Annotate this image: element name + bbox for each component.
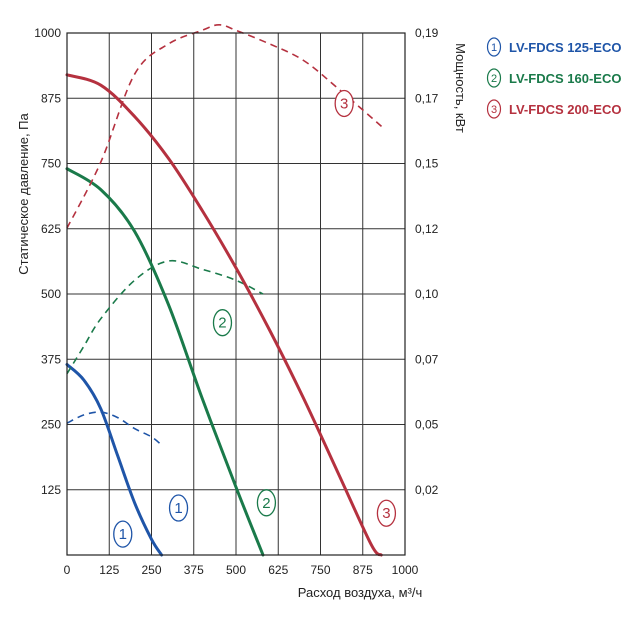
curve-marker-label: 3: [382, 505, 390, 522]
x-tick-label: 250: [141, 563, 161, 577]
y-axis-title: Статическое давление, Па: [16, 113, 31, 275]
y2-tick-label: 0,07: [415, 352, 439, 366]
legend-label: LV-FDCS 160-ECO: [509, 71, 621, 86]
curve-marker-label: 2: [262, 495, 270, 512]
y2-tick-label: 0,19: [415, 26, 439, 40]
curve-marker-circle: [376, 499, 397, 527]
x-tick-label: 125: [99, 563, 119, 577]
curve-marker-circle: [256, 489, 277, 517]
x-tick-label: 375: [184, 563, 204, 577]
curve-marker-label: 3: [340, 95, 348, 112]
plot-frame: [66, 32, 406, 556]
y2-tick-label: 0,17: [415, 91, 439, 105]
legend-marker-circle: [486, 37, 502, 57]
y-tick-label: 875: [41, 91, 61, 105]
curve-markers: 1 1 2 2 3 3: [113, 89, 397, 548]
x-axis-ticks: 0 125 250 375 500 625 750 875 1000: [64, 563, 419, 577]
y2-tick-label: 0,10: [415, 287, 439, 301]
curve-marker-circle: [212, 309, 233, 337]
x-tick-label: 500: [226, 563, 246, 577]
x-tick-label: 875: [353, 563, 373, 577]
y-axis-ticks: 125 250 375 500 625 750 875 1000: [34, 26, 61, 497]
curve-marker-label: 1: [174, 500, 182, 517]
y-tick-label: 625: [41, 222, 61, 236]
legend-marker-circle: [486, 68, 502, 88]
x-tick-label: 625: [268, 563, 288, 577]
legend-marker-label: 3: [491, 104, 497, 116]
x-tick-label: 1000: [392, 563, 419, 577]
curves: [65, 23, 386, 557]
y-tick-label: 750: [41, 157, 61, 171]
legend-marker-label: 1: [491, 42, 497, 54]
legend-marker-circle: [486, 99, 502, 119]
pressure-curve-1: [65, 363, 164, 557]
y2-tick-label: 0,02: [415, 483, 439, 497]
pressure-curve-3: [65, 73, 383, 557]
legend-marker-label: 2: [491, 73, 497, 85]
y2-axis-title: Мощность, кВт: [453, 43, 468, 133]
pressure-curve-2: [65, 167, 265, 557]
y-tick-label: 500: [41, 287, 61, 301]
legend-label: LV-FDCS 125-ECO: [509, 40, 621, 55]
power-curve-3: [66, 23, 386, 229]
power-curve-1: [66, 411, 163, 446]
y-tick-label: 375: [41, 352, 61, 366]
y2-tick-label: 0,15: [415, 157, 439, 171]
curve-marker-circle: [334, 89, 354, 118]
y-tick-label: 125: [41, 483, 61, 497]
curve-marker-label: 2: [218, 315, 226, 332]
grid: [67, 33, 405, 555]
curve-marker-label: 1: [119, 526, 127, 543]
x-tick-label: 750: [310, 563, 330, 577]
x-tick-label: 0: [64, 563, 71, 577]
x-axis-title: Расход воздуха, м³/ч: [298, 585, 423, 600]
curve-marker-circle: [113, 520, 133, 548]
legend-label: LV-FDCS 200-ECO: [509, 102, 621, 117]
curve-marker-circle: [168, 494, 189, 522]
y-tick-label: 250: [41, 418, 61, 432]
y2-axis-ticks: 0,02 0,05 0,07 0,10 0,12 0,15 0,17 0,19: [415, 26, 439, 497]
y-tick-label: 1000: [34, 26, 61, 40]
power-curve-2: [66, 259, 264, 375]
legend: 1 LV-FDCS 125-ECO 2 LV-FDCS 160-ECO 3 LV-FDCS…: [486, 37, 621, 119]
y2-tick-label: 0,05: [415, 418, 439, 432]
y2-tick-label: 0,12: [415, 222, 439, 236]
